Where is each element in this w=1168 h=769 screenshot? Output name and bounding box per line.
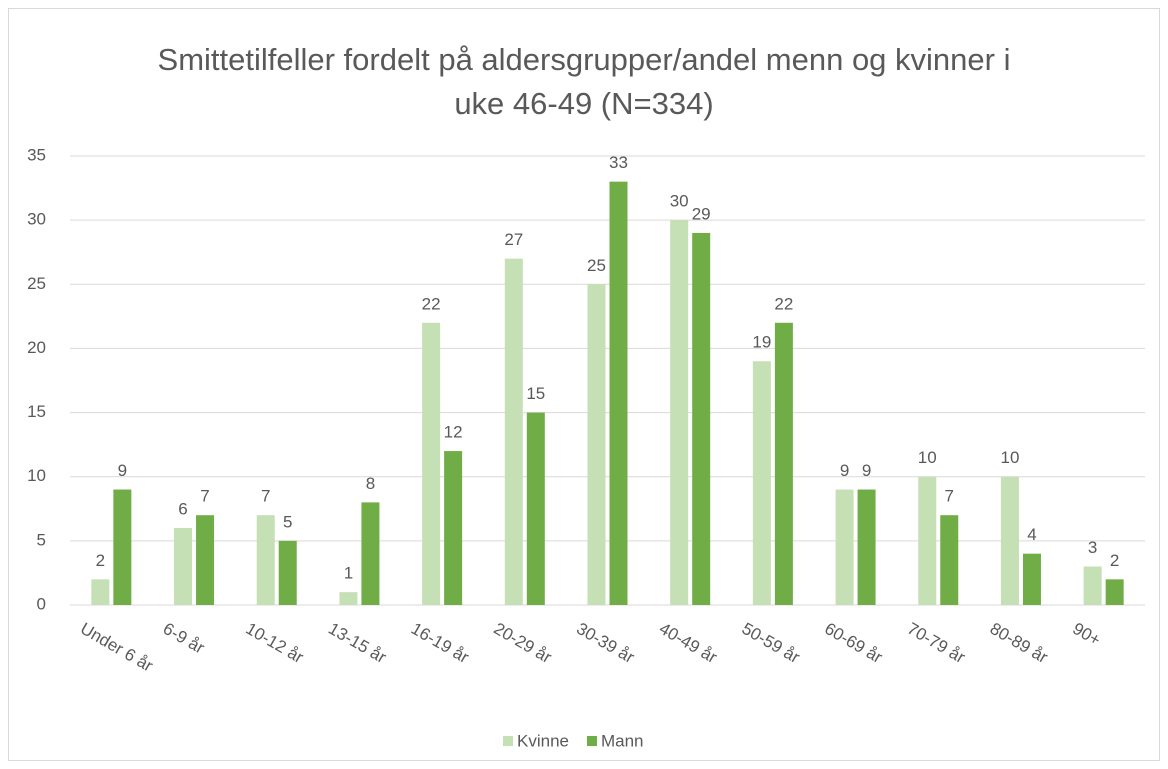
data-label: 9 — [118, 461, 127, 480]
chart-border — [8, 8, 1160, 761]
data-label: 30 — [670, 192, 689, 211]
data-label: 22 — [422, 294, 441, 313]
bar — [1083, 566, 1102, 605]
data-label: 3 — [1088, 538, 1097, 557]
bar — [278, 540, 297, 605]
bar — [91, 579, 110, 605]
bar — [444, 451, 463, 605]
data-label: 1 — [344, 564, 353, 583]
data-label: 7 — [261, 487, 270, 506]
bar — [587, 284, 606, 605]
bar — [692, 232, 711, 605]
data-label: 10 — [918, 448, 937, 467]
data-label: 7 — [200, 487, 209, 506]
data-label: 9 — [862, 461, 871, 480]
bar — [670, 220, 689, 605]
y-tick-label: 25 — [27, 274, 46, 293]
y-tick-label: 20 — [27, 338, 46, 357]
bar — [422, 322, 441, 605]
bar — [1105, 579, 1124, 605]
data-label: 8 — [366, 474, 375, 493]
bar — [526, 412, 545, 605]
bar — [609, 181, 628, 605]
y-tick-label: 15 — [27, 402, 46, 421]
legend-swatch — [586, 736, 597, 746]
data-label: 25 — [587, 256, 606, 275]
bar — [1022, 553, 1041, 605]
data-label: 33 — [609, 153, 628, 172]
bar — [196, 515, 215, 605]
bar — [256, 515, 275, 605]
data-label: 19 — [752, 333, 771, 352]
bar — [174, 528, 193, 605]
bar — [918, 476, 937, 605]
legend-label: Kvinne — [517, 731, 569, 750]
bar — [339, 592, 358, 605]
bar — [504, 258, 523, 605]
bar — [835, 489, 854, 605]
bar — [361, 502, 380, 605]
y-tick-label: 0 — [37, 594, 46, 613]
bar — [774, 322, 793, 605]
data-label: 22 — [774, 294, 793, 313]
data-label: 9 — [840, 461, 849, 480]
data-label: 29 — [692, 204, 711, 223]
bar — [857, 489, 876, 605]
data-label: 6 — [178, 500, 187, 519]
data-label: 5 — [283, 512, 292, 531]
bar — [1000, 476, 1019, 605]
data-label: 7 — [945, 487, 954, 506]
bar — [940, 515, 959, 605]
bar — [113, 489, 132, 605]
data-label: 4 — [1027, 525, 1036, 544]
legend-label: Mann — [601, 731, 644, 750]
data-label: 2 — [96, 551, 105, 570]
y-tick-label: 10 — [27, 466, 46, 485]
data-label: 12 — [444, 423, 463, 442]
data-label: 27 — [504, 230, 523, 249]
data-label: 10 — [1001, 448, 1020, 467]
data-label: 15 — [526, 384, 545, 403]
y-tick-label: 30 — [27, 210, 46, 229]
y-tick-label: 35 — [27, 145, 46, 164]
y-tick-label: 5 — [37, 530, 46, 549]
data-label: 2 — [1110, 551, 1119, 570]
chart-title: Smittetilfeller fordelt på aldersgrupper… — [157, 42, 1011, 121]
bar — [752, 361, 771, 605]
legend-swatch — [503, 736, 513, 746]
